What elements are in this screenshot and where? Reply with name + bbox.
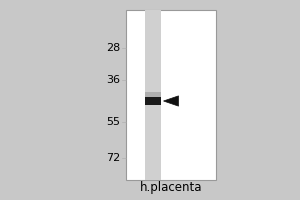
Text: 28: 28 bbox=[106, 43, 120, 53]
Bar bbox=[145, 92, 161, 97]
Text: 55: 55 bbox=[106, 117, 120, 127]
Text: 36: 36 bbox=[106, 75, 120, 85]
Text: h.placenta: h.placenta bbox=[140, 182, 202, 194]
Text: 72: 72 bbox=[106, 153, 120, 163]
Bar bbox=[145, 97, 161, 105]
Polygon shape bbox=[164, 96, 178, 106]
Bar bbox=[126, 10, 216, 180]
Bar bbox=[145, 10, 161, 180]
